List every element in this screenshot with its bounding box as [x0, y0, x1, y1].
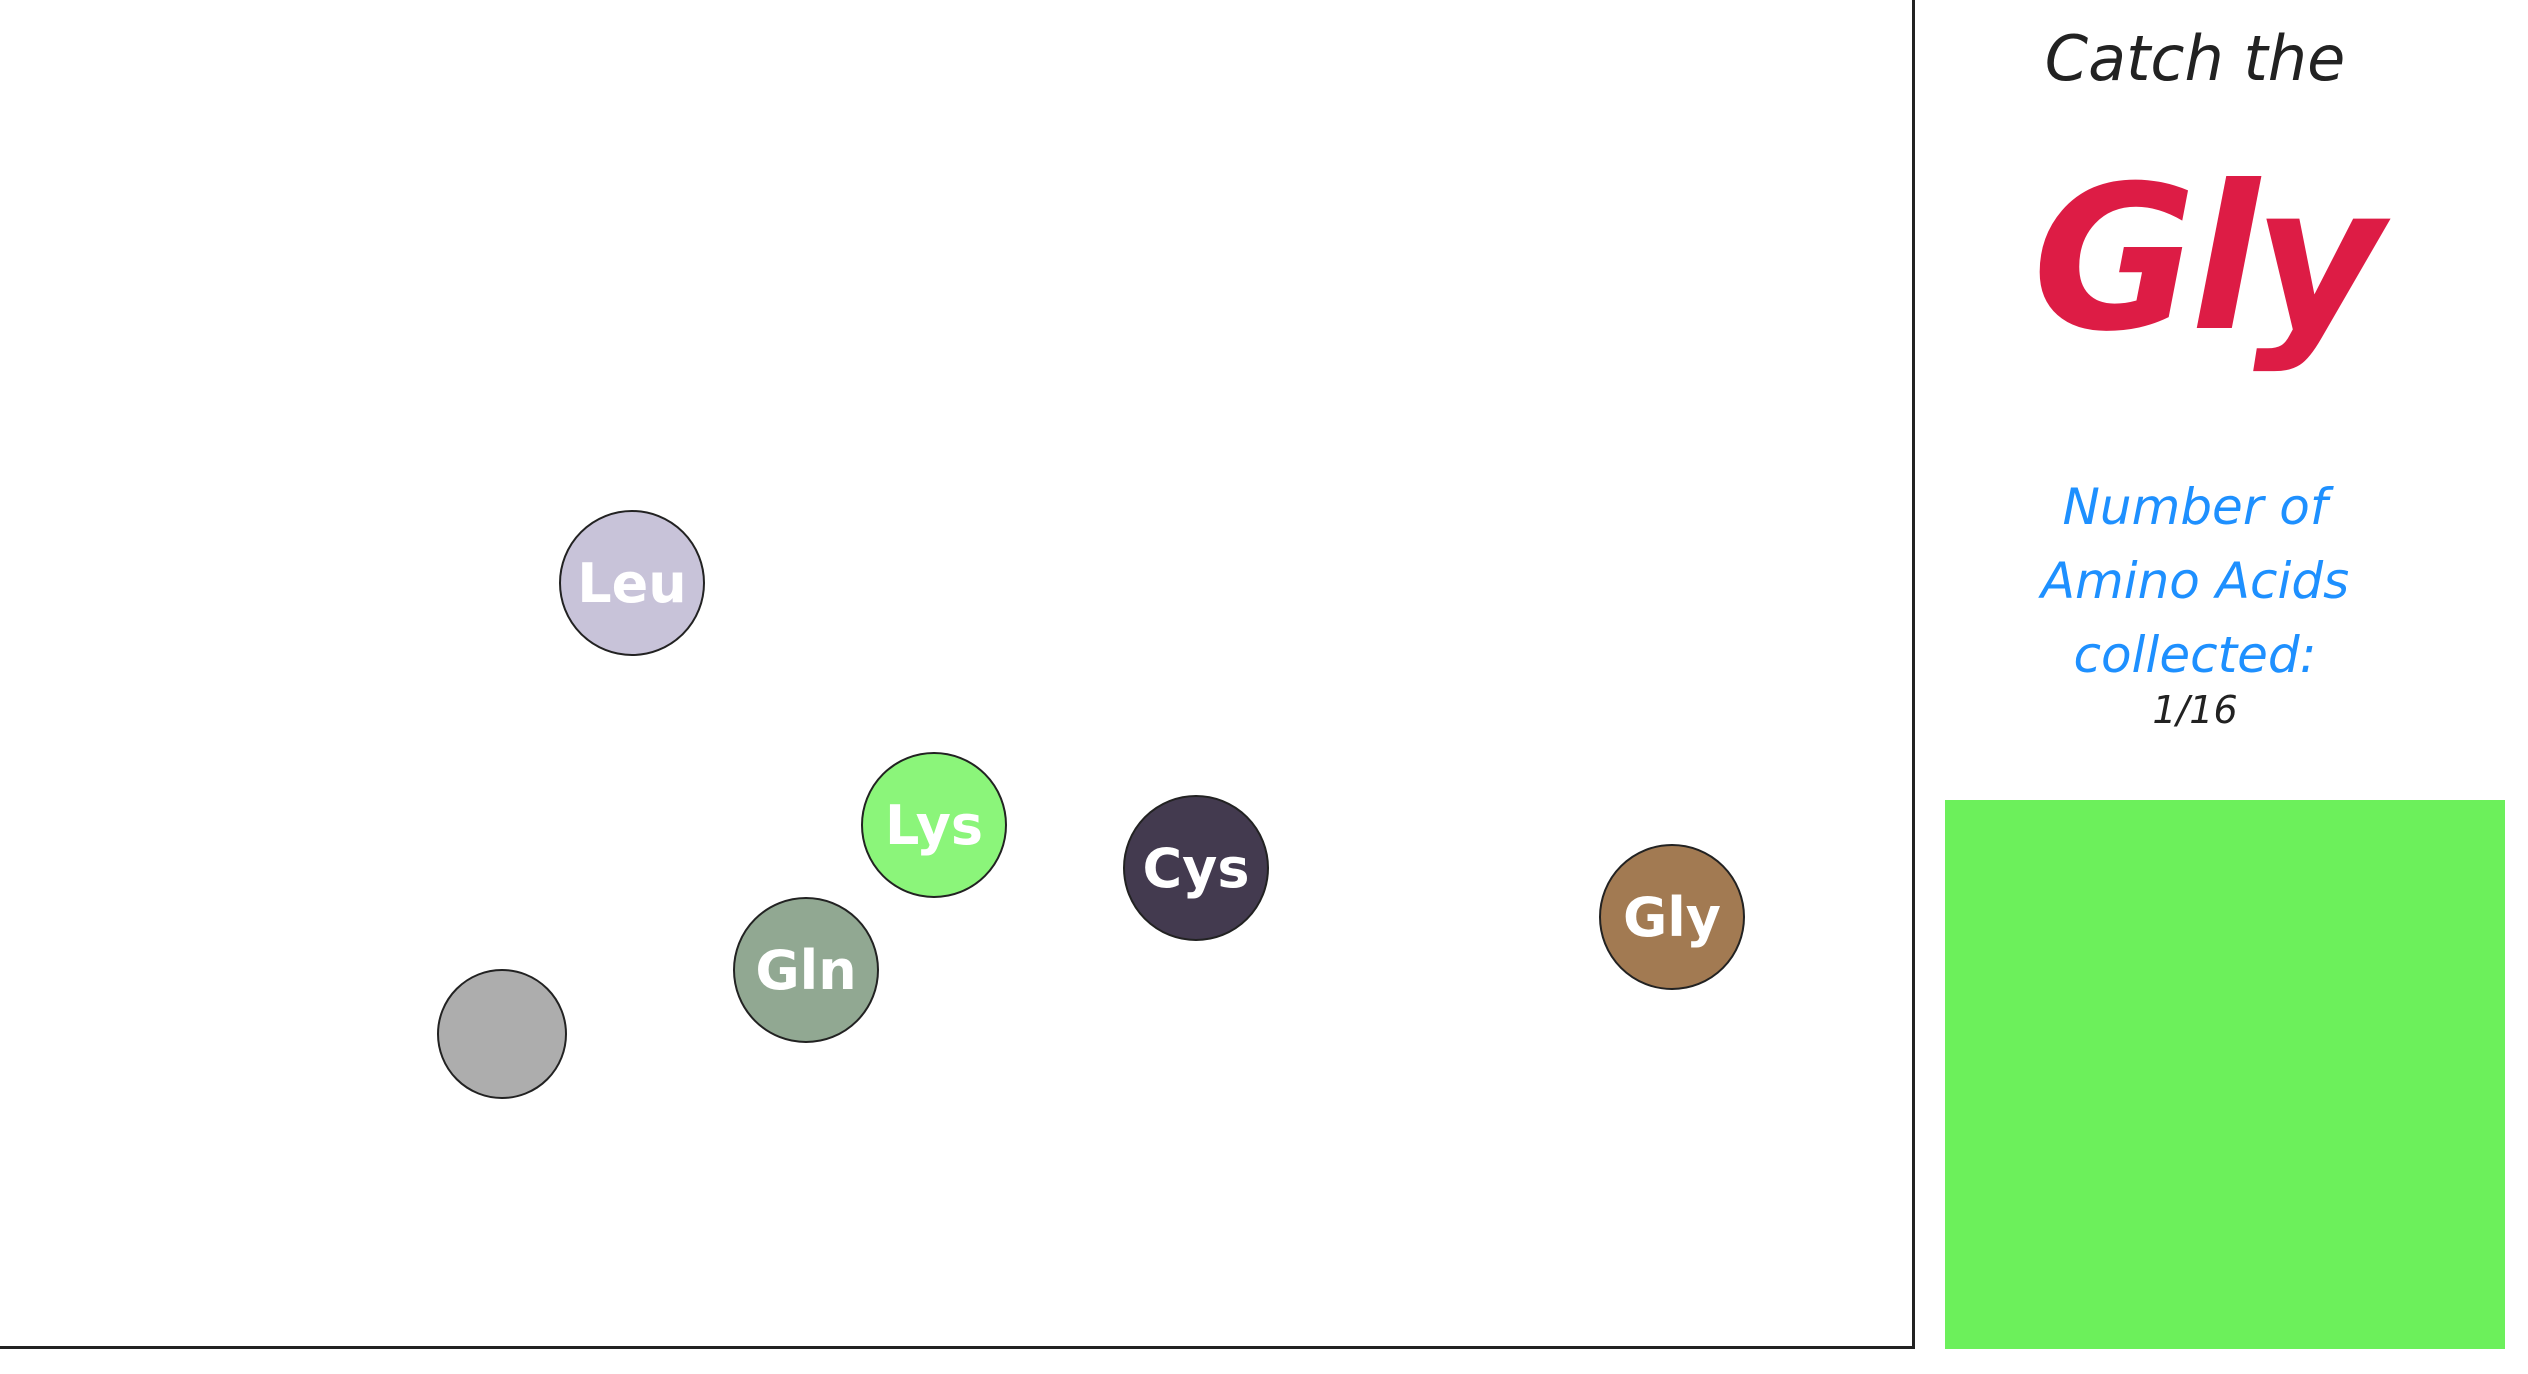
count-label-line: Number of [2062, 478, 2328, 536]
amino-acid-ball-unlabeled[interactable] [437, 969, 567, 1099]
collection-basket[interactable] [1945, 800, 2505, 1349]
ball-label: Gln [755, 938, 857, 1002]
ball-label: Leu [577, 551, 687, 615]
collected-count-label: Number of Amino Acids collected: [1915, 470, 2475, 692]
ball-label: Gly [1622, 885, 1722, 949]
ball-label: Cys [1142, 836, 1250, 900]
amino-acid-ball-lys[interactable]: Lys [861, 752, 1007, 898]
play-area[interactable]: Leu Lys Cys Gln Gly [0, 0, 1915, 1349]
target-amino-acid: Gly [2032, 143, 2383, 376]
amino-acid-ball-gly[interactable]: Gly [1599, 844, 1745, 990]
amino-acid-ball-leu[interactable]: Leu [559, 510, 705, 656]
ball-label: Lys [884, 793, 984, 857]
catch-heading: Catch the [2044, 22, 2346, 95]
amino-acid-ball-gln[interactable]: Gln [733, 897, 879, 1043]
amino-acid-ball-cys[interactable]: Cys [1123, 795, 1269, 941]
collected-count-value: 1/16 [2152, 688, 2238, 732]
count-label-line: Amino Acids [2040, 552, 2350, 610]
count-label-line: collected: [2073, 626, 2317, 684]
sidebar: Catch the Gly Number of Amino Acids coll… [1915, 0, 2528, 1374]
